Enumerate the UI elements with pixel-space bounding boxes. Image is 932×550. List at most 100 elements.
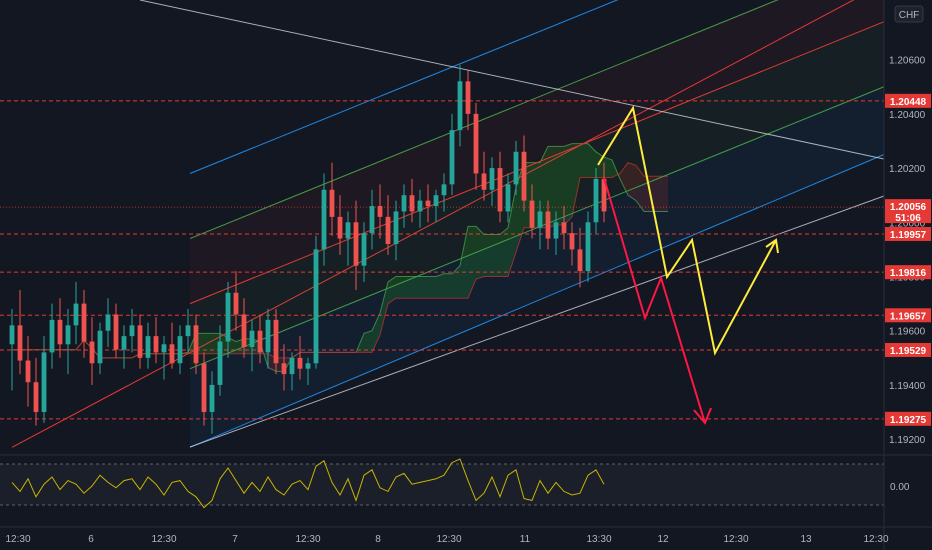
fork-fill-green (190, 21, 884, 369)
y-tick-label: 1.20600 (889, 56, 926, 67)
candle-body (65, 325, 71, 345)
candle-body (281, 363, 287, 375)
level-tag-box (885, 308, 931, 323)
candle-body (41, 352, 47, 413)
candle-body (73, 303, 79, 326)
candle-body (257, 330, 263, 353)
candle-body (49, 319, 55, 353)
candle-body (401, 195, 407, 212)
candle-body (129, 325, 135, 337)
cloud-segment (476, 226, 484, 280)
candle-body (385, 216, 391, 244)
candle-body (457, 81, 463, 131)
cloud-segment (380, 281, 388, 335)
projection-path-yellow (597, 105, 777, 356)
candle-body (89, 341, 95, 364)
cloud-segment (580, 143, 588, 178)
projection-arrowhead-red (693, 407, 712, 425)
oscillator-pane (0, 454, 932, 522)
candle-body (57, 319, 63, 345)
cloud-segment (508, 187, 516, 277)
current-price-tag-text: 1.20056 (890, 202, 927, 213)
candle-body (449, 130, 455, 185)
y-tick-label: 1.20000 (889, 218, 926, 229)
candle-body (553, 222, 559, 239)
candle-body (153, 336, 159, 353)
y-tick-label: 1.19200 (889, 435, 926, 446)
candle-body (241, 314, 247, 347)
candle-body (305, 363, 311, 369)
horizontal-levels (0, 100, 884, 420)
level-tag-text: 1.19657 (890, 311, 927, 322)
candle-body (201, 363, 207, 413)
candle-body (329, 189, 335, 217)
candle-body (545, 211, 551, 239)
level-tag-text: 1.19529 (890, 346, 927, 357)
x-tick-label: 13 (800, 534, 812, 545)
cloud-segment (572, 143, 580, 217)
candle-body (233, 292, 239, 315)
candle-body (369, 206, 375, 234)
candle-body (473, 113, 479, 174)
cloud-segment (556, 146, 564, 225)
cloud-segment (404, 276, 412, 299)
currency-label: CHF (894, 5, 924, 23)
candle-body (465, 81, 471, 114)
candle-body (345, 222, 351, 239)
candle-body (441, 184, 447, 196)
candle-body (169, 344, 175, 364)
fork-line-upper-blue (189, 0, 619, 174)
candle-body (425, 200, 431, 207)
oscillator-tick-label: 0.00 (890, 482, 910, 493)
candle-body (209, 384, 215, 413)
level-tag-text: 1.19957 (890, 230, 927, 241)
currency-label-text: CHF (899, 10, 920, 21)
y-tick-label: 1.19400 (889, 381, 926, 392)
level-tag-box (885, 93, 931, 108)
level-tag-text: 1.19275 (890, 415, 927, 426)
x-tick-label: 8 (375, 534, 381, 545)
x-tick-label: 7 (232, 534, 238, 545)
fork-line-lower-red (11, 0, 855, 448)
candle-body (225, 292, 231, 342)
x-tick-label: 13:30 (586, 534, 611, 545)
y-tick-label: 1.20200 (889, 164, 926, 175)
candle-body (9, 325, 15, 345)
candle-body (161, 344, 167, 353)
x-tick-label: 12:30 (5, 534, 30, 545)
current-price-tag-box (885, 199, 931, 224)
candle-body (113, 314, 119, 350)
cloud-segment (636, 165, 644, 212)
descending-trendline (139, 0, 885, 160)
currency-label-box (894, 5, 924, 23)
cloud-segment (660, 176, 668, 212)
candle-body (417, 200, 423, 212)
x-tick-label: 12:30 (436, 534, 461, 545)
cloud-segment (588, 143, 596, 178)
candle-body (249, 330, 255, 347)
trendlines (139, 0, 885, 448)
candle-body (433, 195, 439, 207)
x-tick-label: 12:30 (863, 534, 888, 545)
y-tick-label: 1.19600 (889, 327, 926, 338)
candle-body (497, 168, 503, 212)
candle-body (313, 249, 319, 364)
oscillator-line (11, 458, 605, 509)
cloud-segment (564, 143, 572, 225)
cloud-segment (364, 330, 372, 353)
cloud-segment (420, 276, 428, 299)
cloud-segment (452, 265, 460, 299)
candle-body (121, 336, 127, 350)
price-tags: 1.20448 1.19957 1.19816 1.19657 1.19529 1.192… (885, 93, 931, 426)
level-tag-text: 1.20448 (890, 97, 927, 108)
candle-body (185, 325, 191, 337)
cloud-segment (436, 273, 444, 299)
cloud-segment (484, 234, 492, 277)
countdown-text: 51:06 (895, 213, 921, 224)
candle-body (25, 360, 31, 383)
candle-body (489, 168, 495, 190)
cloud-segment (396, 276, 404, 299)
fork-fill-blue (190, 86, 884, 448)
